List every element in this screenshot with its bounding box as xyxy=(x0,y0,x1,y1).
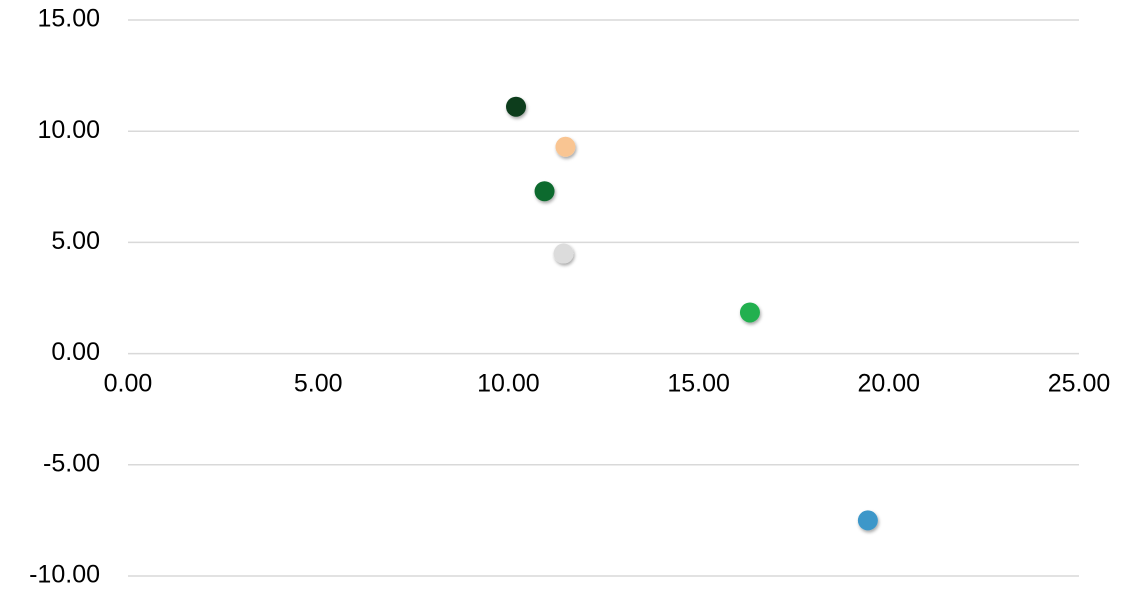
y-tick-label: 0.00 xyxy=(51,338,100,366)
y-tick-label: 15.00 xyxy=(37,5,100,33)
y-tick-label: -5.00 xyxy=(43,449,100,477)
gridlines xyxy=(128,19,1079,577)
data-point-3 xyxy=(534,181,555,202)
x-tick-label: 25.00 xyxy=(1048,370,1111,398)
x-tick-label: 10.00 xyxy=(477,370,540,398)
x-tick-label: 20.00 xyxy=(858,370,921,398)
y-axis-tick-labels: -10.00 -5.00 0.00 5.00 10.00 15.00 xyxy=(29,5,100,589)
y-tick-label: 10.00 xyxy=(37,116,100,144)
data-point-2 xyxy=(555,136,576,157)
data-point-6 xyxy=(857,510,878,531)
y-tick-label: -10.00 xyxy=(29,561,100,589)
y-tick-label: 5.00 xyxy=(51,227,100,255)
data-points xyxy=(506,96,878,531)
x-tick-label: 0.00 xyxy=(104,370,153,398)
x-tick-label: 15.00 xyxy=(667,370,730,398)
x-tick-label: 5.00 xyxy=(294,370,343,398)
x-axis-tick-labels: 0.00 5.00 10.00 15.00 20.00 25.00 xyxy=(104,370,1111,398)
data-point-1 xyxy=(506,96,527,117)
data-point-5 xyxy=(739,302,760,323)
data-point-4 xyxy=(553,243,574,264)
